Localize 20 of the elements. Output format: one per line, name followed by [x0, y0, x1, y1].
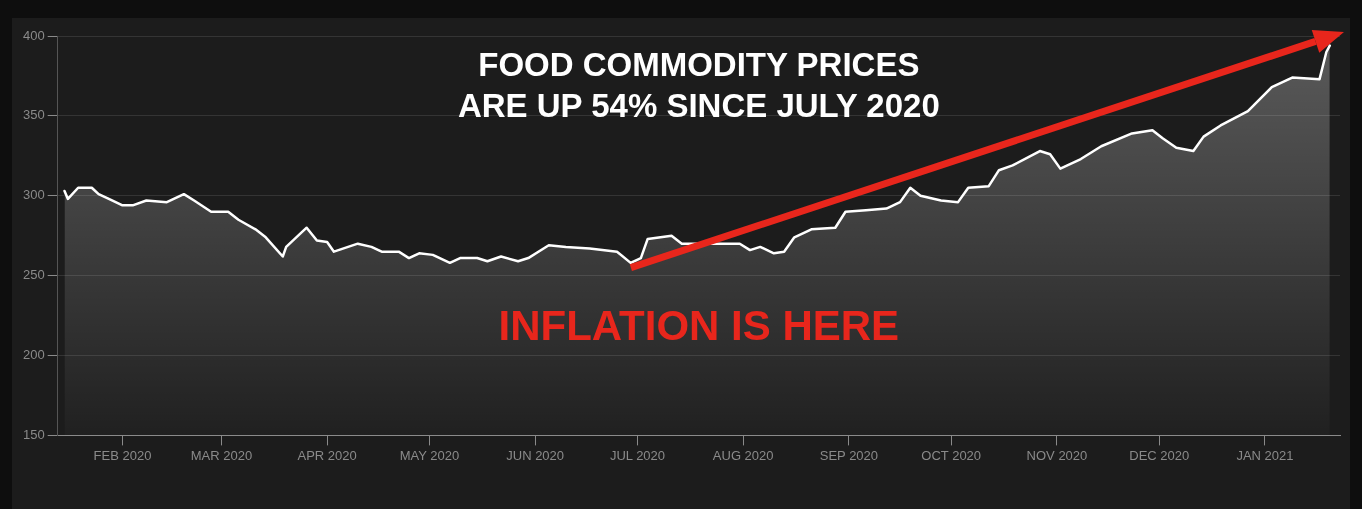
x-tick-label: APR 2020 [297, 447, 357, 463]
x-tick-label: NOV 2020 [1026, 447, 1088, 463]
x-tick-label: DEC 2020 [1129, 447, 1190, 463]
y-tick-label: 250 [22, 267, 45, 283]
x-tick-label: FEB 2020 [93, 447, 152, 463]
x-tick-label: JUL 2020 [609, 447, 666, 463]
x-tick-label: JAN 2021 [1236, 447, 1294, 463]
annotation: INFLATION IS HERE [498, 300, 900, 351]
y-tick-label: 400 [22, 27, 45, 43]
x-tick-label: AUG 2020 [712, 447, 774, 463]
annotation: FOOD COMMODITY PRICES ARE UP 54% SINCE JULY 2020 [457, 45, 940, 127]
y-tick-label: 350 [22, 107, 45, 123]
x-tick-label: SEP 2020 [819, 447, 879, 463]
x-tick-label: MAY 2020 [399, 447, 460, 463]
y-tick-label: 300 [22, 187, 45, 203]
x-tick-label: MAR 2020 [190, 447, 253, 463]
y-tick-label: 200 [22, 347, 45, 363]
x-tick-label: OCT 2020 [921, 447, 982, 463]
y-tick-label: 150 [22, 426, 45, 442]
x-tick-label: JUN 2020 [506, 447, 565, 463]
